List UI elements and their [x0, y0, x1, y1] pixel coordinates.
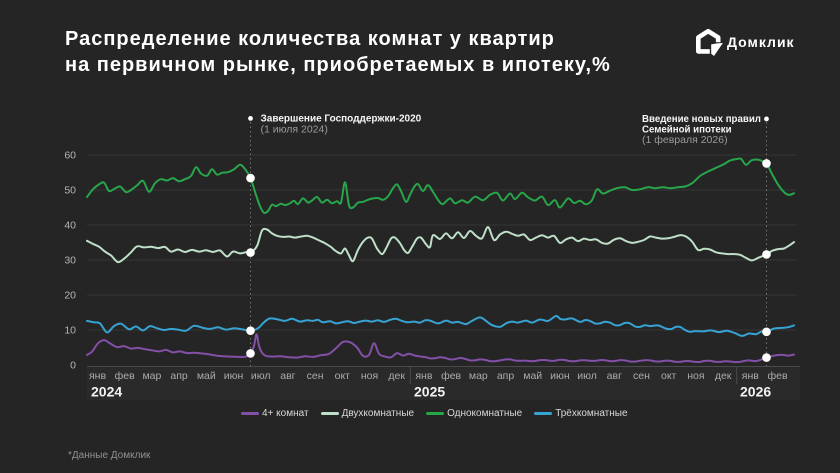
svg-text:янв: янв	[742, 370, 759, 382]
svg-text:мар: мар	[142, 370, 161, 382]
svg-text:60: 60	[64, 150, 76, 162]
svg-text:(1 июля 2024): (1 июля 2024)	[261, 124, 328, 136]
svg-text:2026: 2026	[740, 384, 771, 400]
svg-text:авг: авг	[607, 370, 622, 382]
svg-text:янв: янв	[89, 370, 106, 382]
svg-text:июл: июл	[251, 370, 271, 382]
svg-text:окт: окт	[335, 370, 351, 382]
svg-text:июн: июн	[550, 370, 570, 382]
svg-text:сен: сен	[307, 370, 324, 382]
svg-text:апр: апр	[170, 370, 188, 382]
svg-text:Завершение Господдержки-2020: Завершение Господдержки-2020	[261, 113, 422, 124]
svg-text:фев: фев	[767, 370, 787, 382]
svg-text:40: 40	[64, 220, 76, 232]
svg-text:окт: окт	[661, 370, 677, 382]
svg-text:(1 февраля 2026): (1 февраля 2026)	[642, 134, 728, 146]
svg-text:фев: фев	[441, 370, 461, 382]
svg-text:0: 0	[70, 360, 76, 372]
svg-text:2024: 2024	[91, 384, 122, 400]
svg-text:май: май	[197, 370, 216, 382]
svg-text:50: 50	[64, 185, 76, 197]
svg-text:ноя: ноя	[361, 370, 378, 382]
svg-text:июн: июн	[224, 370, 244, 382]
svg-text:20: 20	[64, 290, 76, 302]
svg-text:авг: авг	[280, 370, 295, 382]
svg-text:Введение новых правил: Введение новых правил	[642, 114, 761, 125]
svg-text:мар: мар	[469, 370, 488, 382]
svg-text:30: 30	[64, 255, 76, 267]
svg-text:Семейной ипотеки: Семейной ипотеки	[642, 124, 732, 135]
svg-text:дек: дек	[388, 370, 405, 382]
svg-text:10: 10	[64, 325, 76, 337]
svg-text:сен: сен	[633, 370, 650, 382]
svg-text:фев: фев	[115, 370, 135, 382]
svg-text:2025: 2025	[414, 384, 445, 400]
svg-text:май: май	[523, 370, 542, 382]
svg-text:дек: дек	[715, 370, 732, 382]
svg-text:ноя: ноя	[687, 370, 704, 382]
svg-text:янв: янв	[415, 370, 432, 382]
svg-text:апр: апр	[497, 370, 515, 382]
svg-text:июл: июл	[577, 370, 597, 382]
